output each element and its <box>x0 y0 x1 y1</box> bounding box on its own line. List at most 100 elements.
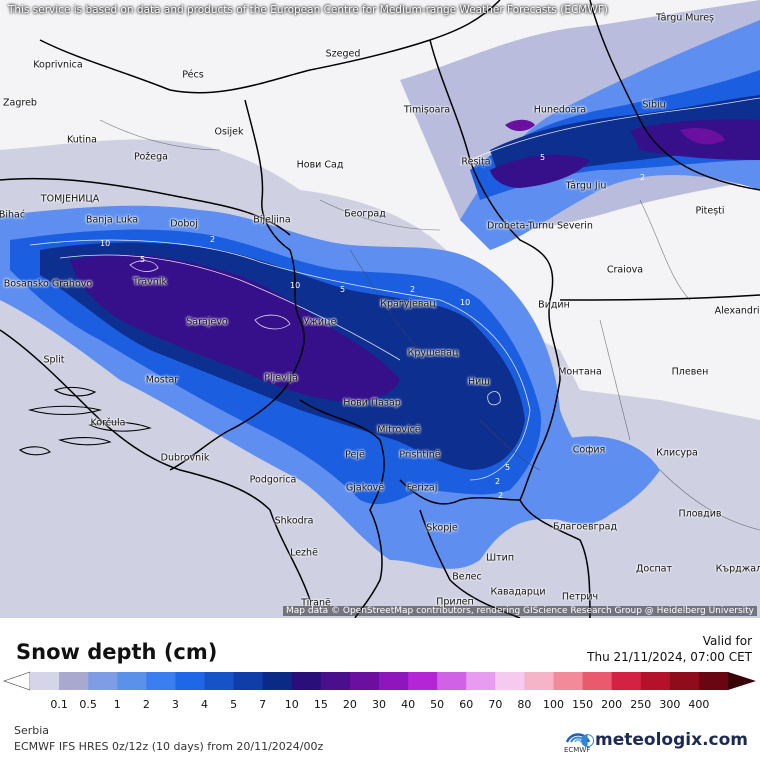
scale-swatch <box>88 672 118 690</box>
city-label: Timișoara <box>403 104 451 116</box>
city-label: Ужице <box>303 316 337 328</box>
city-label: Bosansko Grahovo <box>3 278 93 290</box>
snow-depth-map[interactable]: 10 5 2 10 5 2 10 5 2 2 5 2 This service is based on… <box>0 0 760 618</box>
snow-1cm-area-east <box>559 436 660 525</box>
city-label: Hunedoara <box>533 104 587 116</box>
contour-label: 5 <box>340 285 345 294</box>
city-label: Lezhë <box>290 547 318 559</box>
city-label: Плевен <box>671 366 709 378</box>
ecmwf-logo-icon <box>565 733 591 743</box>
contour-label: 2 <box>410 285 415 294</box>
scale-tick-label: 2 <box>142 698 150 711</box>
city-label: Sarajevo <box>186 316 228 328</box>
meteologix-brand[interactable]: ◐meteologix.com <box>580 730 748 750</box>
scale-tick-label: 80 <box>517 698 532 711</box>
scale-swatch <box>291 672 322 690</box>
city-label: Szeged <box>325 48 361 60</box>
contour-label: 2 <box>495 477 500 486</box>
scale-swatch <box>146 672 176 690</box>
scale-swatch <box>349 672 380 690</box>
city-label: Pljevlja <box>264 372 298 384</box>
city-label: Korčula <box>90 417 126 429</box>
city-label: Banja Luka <box>85 214 139 226</box>
coastline-islands <box>18 386 152 456</box>
scale-tick-label: 40 <box>401 698 416 711</box>
city-label: Skopje <box>426 522 458 534</box>
contour-label: 2 <box>498 491 503 500</box>
scale-swatch <box>59 672 89 690</box>
city-label: Видин <box>538 299 570 311</box>
city-label: Ниш <box>467 376 491 388</box>
city-label: Doboj <box>170 218 198 230</box>
city-label: Mostar <box>145 374 179 386</box>
city-label: Београд <box>344 208 386 220</box>
map-title: Snow depth (cm) <box>16 640 218 664</box>
city-label: Split <box>43 354 65 366</box>
scale-swatch <box>524 672 554 690</box>
scale-swatch <box>30 672 60 690</box>
scale-tick-label: 20 <box>342 698 357 711</box>
country-borders <box>0 0 760 618</box>
scale-min-arrow <box>3 671 31 691</box>
city-label: Крушевац <box>407 347 459 359</box>
contour-label: 10 <box>290 281 300 290</box>
city-label: Bijeljina <box>253 214 291 226</box>
scale-tick-label: 0.5 <box>79 698 97 711</box>
scale-swatch <box>553 672 584 690</box>
scale-tick-label: 15 <box>313 698 328 711</box>
scale-tick-label: 250 <box>630 698 652 711</box>
scale-swatch <box>408 672 438 690</box>
city-label: Крагујевац <box>380 298 436 310</box>
valid-time: Thu 21/11/2024, 07:00 CET <box>587 650 752 664</box>
city-label: Alexandria <box>714 305 760 317</box>
city-label: Pécs <box>182 69 204 81</box>
scale-tick-label: 0.1 <box>50 698 68 711</box>
city-label: Mitrovicë <box>377 424 421 436</box>
ecmwf-notice: This service is based on data and produc… <box>8 4 608 16</box>
contour-lines <box>29 97 760 481</box>
city-label: Пловдив <box>678 508 722 520</box>
city-label: Požega <box>134 151 168 163</box>
color-scale <box>0 668 760 708</box>
city-label: Shkodra <box>274 515 314 527</box>
city-label: Travnik <box>133 276 167 288</box>
scale-tick-label: 4 <box>201 698 208 711</box>
scale-swatch <box>640 672 671 690</box>
scale-tick-label: 5 <box>230 698 238 711</box>
city-label: Kutina <box>67 134 97 146</box>
scale-tick-label: 60 <box>459 698 474 711</box>
scale-tick-label: 400 <box>688 698 710 711</box>
scale-swatch <box>437 672 467 690</box>
map-attribution[interactable]: Map data © OpenStreetMap contributors, r… <box>283 606 757 616</box>
scale-swatch <box>669 672 700 690</box>
city-label: Târgu Mureș <box>655 12 715 24</box>
city-label: Кавадарци <box>490 586 546 598</box>
city-label: Монтана <box>558 366 602 378</box>
contour-label: 5 <box>505 463 510 472</box>
city-label: Koprivnica <box>33 59 83 71</box>
city-label: Pejë <box>345 449 365 461</box>
city-label: Кърджали <box>715 563 760 575</box>
city-label: Prishtinë <box>399 449 441 461</box>
scale-swatch <box>611 672 642 690</box>
scale-swatch <box>204 672 235 690</box>
snow-20cm-spot <box>505 119 535 132</box>
city-label: София <box>572 444 606 456</box>
scale-max-arrow <box>728 672 756 690</box>
scale-swatch <box>466 672 496 690</box>
contour-label: 10 <box>460 298 470 307</box>
scale-swatch <box>495 672 525 690</box>
region-borders <box>99 119 760 531</box>
city-label: Прилеп <box>436 596 474 608</box>
city-label: Zagreb <box>3 97 37 109</box>
city-label: Drobeta-Turnu Severin <box>487 220 593 232</box>
scale-tick-label: 10 <box>284 698 299 711</box>
model-run-info: ECMWF IFS HRES 0z/12z (10 days) from 20/… <box>14 740 324 753</box>
scale-tick-label: 50 <box>430 698 445 711</box>
scale-swatch <box>175 672 205 690</box>
city-label: Pitești <box>695 205 725 217</box>
city-label: Нови Сад <box>296 159 344 171</box>
city-label: ТОМЈЕНИЦА <box>40 193 100 205</box>
snow-10cm-area <box>70 254 400 402</box>
scale-tick-label: 30 <box>372 698 386 711</box>
